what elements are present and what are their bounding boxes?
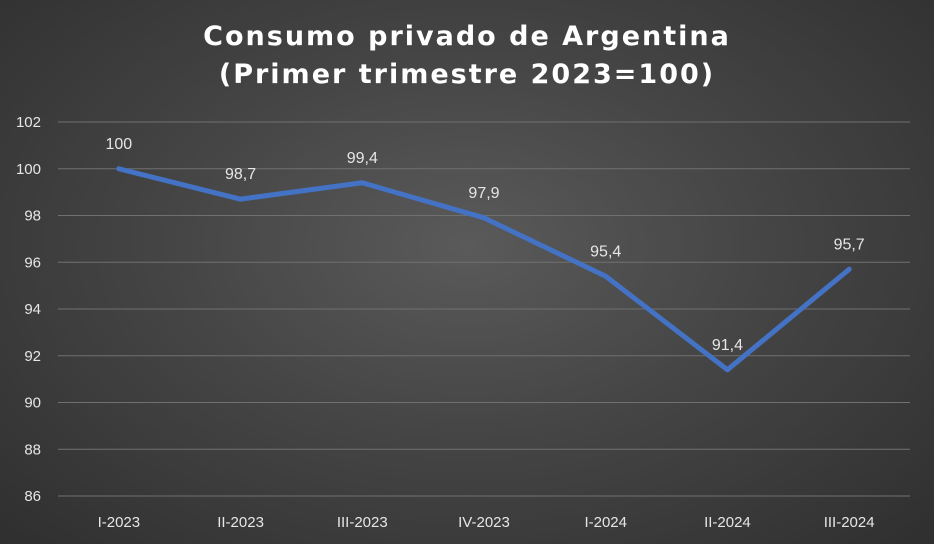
data-point [359, 180, 365, 186]
data-label: 98,7 [225, 166, 256, 183]
y-tick-label: 100 [16, 161, 41, 178]
y-tick-label: 92 [24, 348, 41, 365]
data-point [603, 273, 609, 279]
data-label: 97,9 [468, 185, 499, 202]
data-point [238, 196, 244, 202]
x-tick-label: I-2024 [584, 514, 627, 531]
data-label: 100 [106, 136, 133, 153]
y-tick-label: 90 [24, 395, 41, 412]
x-tick-label: IV-2023 [458, 514, 510, 531]
data-label: 95,4 [590, 243, 621, 260]
x-tick-label: II-2024 [704, 514, 751, 531]
y-tick-label: 102 [16, 114, 41, 131]
data-point [846, 266, 852, 272]
data-point [116, 166, 122, 172]
y-tick-label: 96 [24, 254, 41, 271]
data-label: 91,4 [712, 337, 743, 354]
chart-title-line1: Consumo privado de Argentina [203, 21, 731, 52]
y-tick-label: 98 [24, 208, 41, 225]
chart-subtitle: (Primer trimestre 2023=100) [218, 59, 716, 90]
data-label: 99,4 [347, 150, 378, 167]
data-label: 95,7 [834, 236, 865, 253]
data-point [481, 215, 487, 221]
x-tick-label: III-2024 [824, 514, 875, 531]
x-tick-label: III-2023 [337, 514, 388, 531]
y-tick-label: 88 [24, 441, 41, 458]
x-tick-label: I-2023 [98, 514, 141, 531]
chart-title: Consumo privado de Argentina (Primer tri… [0, 18, 934, 94]
y-tick-label: 94 [24, 301, 41, 318]
y-tick-label: 86 [24, 488, 41, 505]
data-point [724, 367, 730, 373]
x-tick-label: II-2023 [217, 514, 264, 531]
